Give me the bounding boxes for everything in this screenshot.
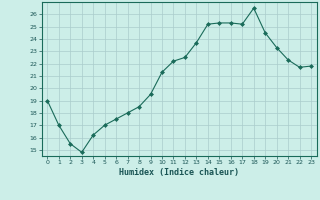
X-axis label: Humidex (Indice chaleur): Humidex (Indice chaleur) xyxy=(119,168,239,177)
